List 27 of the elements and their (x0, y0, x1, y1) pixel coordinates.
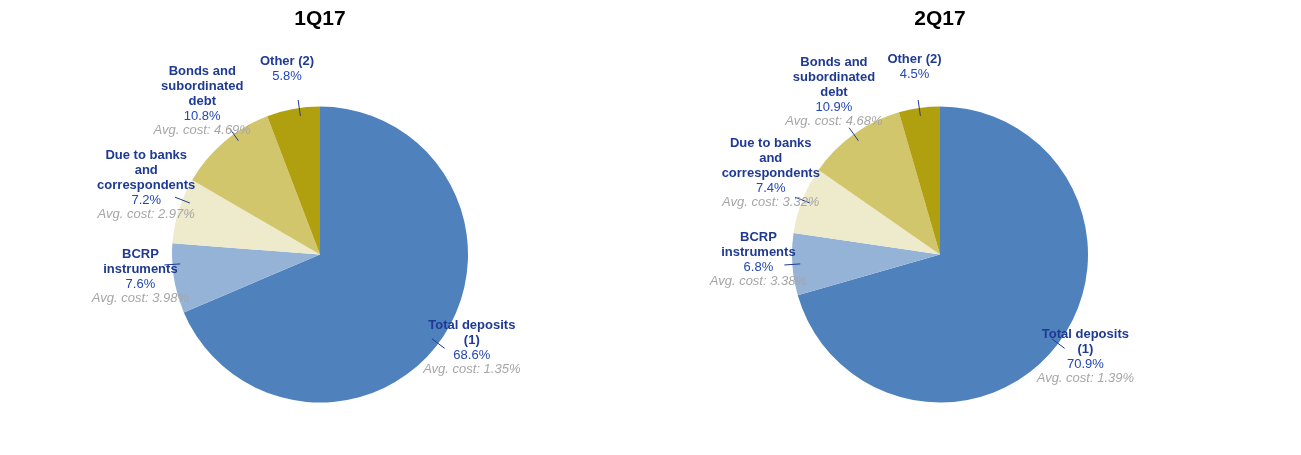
data-label: 4.5% (899, 66, 930, 82)
data-label: 5.8% (272, 67, 303, 83)
chart-title: 1Q17 (294, 6, 346, 29)
pie-slice (267, 106, 320, 255)
chart-title: 2Q17 (914, 6, 966, 29)
data-label: 7.4% (755, 179, 787, 195)
data-label: 7.2% (131, 192, 162, 208)
data-label: 6.8% (743, 258, 774, 274)
slice-label: BCRP instruments (103, 246, 178, 277)
slice-label: Due to banks and correspondents (97, 147, 196, 193)
data-label: 10.9% (815, 98, 853, 114)
text: Avg. cost: 4.68% (784, 112, 883, 128)
slice-label: Due to banks and correspondents (721, 134, 820, 180)
text: Avg. cost: 1.35% (422, 360, 521, 376)
pie-slice (898, 106, 940, 255)
data-label: 10.8% (183, 107, 222, 123)
data-label: 70.9% (1066, 355, 1105, 371)
data-label: 68.6% (453, 346, 491, 362)
slice-label: Other (2) (887, 51, 942, 67)
text: Avg. cost: 2.97% (96, 206, 195, 222)
slice-label: BCRP instruments (721, 228, 796, 259)
text: Avg. cost: 1.39% (1035, 369, 1135, 385)
slice-label: Bonds and subordinated debt (792, 53, 876, 99)
slice-label: Bonds and subordinated debt (161, 62, 244, 108)
slice-label: Other (2) (259, 52, 315, 68)
data-label: 7.6% (125, 276, 156, 292)
text: Avg. cost: 3.32% (721, 193, 820, 209)
